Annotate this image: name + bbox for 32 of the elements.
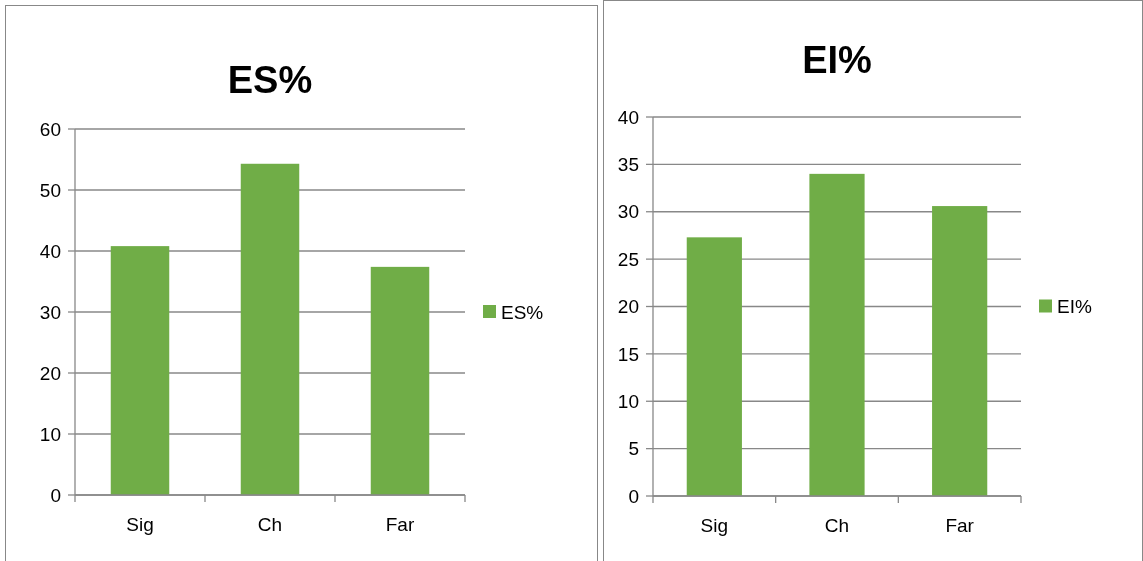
y-tick-label: 5 <box>628 438 639 460</box>
x-tick-label: Sig <box>700 515 729 536</box>
bar <box>240 163 300 495</box>
x-tick-label: Sig <box>126 514 154 535</box>
bar <box>932 206 988 496</box>
x-tick-label: Far <box>385 514 415 535</box>
y-tick-label: 50 <box>39 179 61 201</box>
y-tick-label: 0 <box>628 485 639 507</box>
x-tick-label: Ch <box>824 515 850 536</box>
bar <box>370 266 430 495</box>
y-tick-label: 15 <box>617 343 639 365</box>
y-tick-label: 40 <box>39 240 61 262</box>
y-tick-label: 60 <box>39 118 61 140</box>
y-tick-label: 30 <box>39 301 61 323</box>
y-tick-label: 30 <box>617 201 639 223</box>
legend-label: EI% <box>1057 296 1092 318</box>
y-tick-label: 35 <box>617 154 639 176</box>
y-tick-label: 40 <box>617 106 639 128</box>
x-tick-label: Far <box>945 515 975 536</box>
y-tick-label: 10 <box>617 390 639 412</box>
bar <box>110 246 170 495</box>
y-tick-label: 0 <box>50 484 61 506</box>
y-tick-label: 20 <box>617 296 639 318</box>
bar <box>809 173 865 496</box>
bar <box>686 237 742 496</box>
y-tick-label: 20 <box>39 362 61 384</box>
y-tick-label: 10 <box>39 423 61 445</box>
chart-title: EI% <box>802 39 872 81</box>
chart-title: ES% <box>227 59 313 101</box>
x-tick-label: Ch <box>257 514 283 535</box>
y-tick-label: 25 <box>617 248 639 270</box>
legend-label: ES% <box>501 301 544 323</box>
